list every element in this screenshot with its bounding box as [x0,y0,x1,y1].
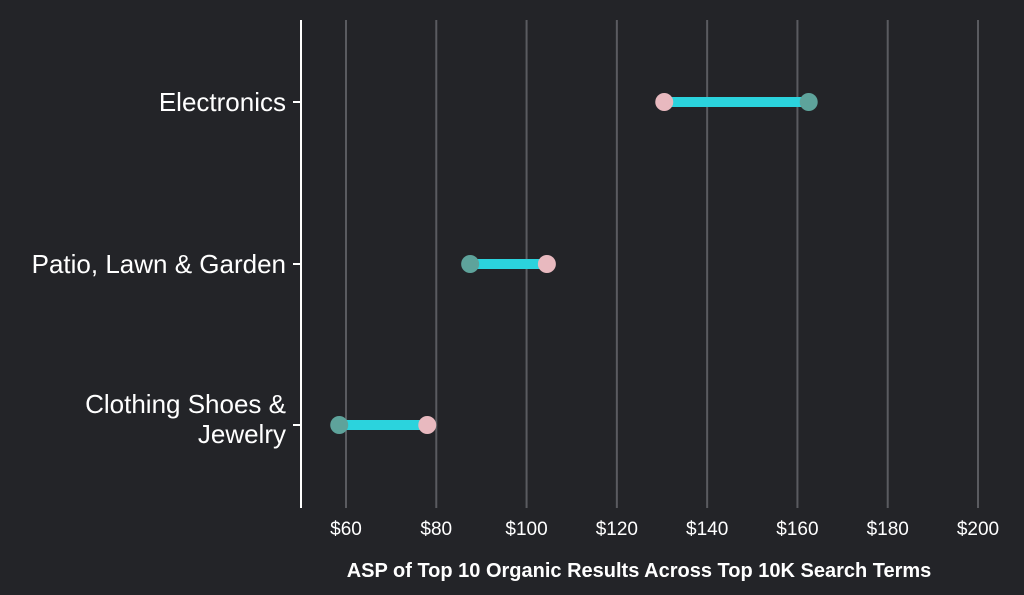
category-label-1: Patio, Lawn & Garden [32,249,286,279]
x-tick-label-140: $140 [686,519,728,540]
category-labels: Electronics Patio, Lawn & Garden Clothing … [32,87,286,449]
dumbbells [330,93,818,434]
x-tick-label-200: $200 [957,519,999,540]
dumbbell-end-point-0 [799,93,818,111]
x-tick-label-120: $120 [596,519,638,540]
x-tick-labels: $60 $80 $100 $120 $140 $160 $180 $200 [330,519,999,540]
category-label-line: Patio, Lawn & Garden [32,249,286,279]
dumbbell-end-point-2 [418,416,437,434]
y-axis [293,20,302,508]
x-tick-label-180: $180 [867,519,909,540]
dumbbell-start-point-1 [461,255,480,273]
x-tick-label-80: $80 [420,519,452,540]
x-tick-label-100: $100 [505,519,547,540]
category-label-line: Electronics [159,87,286,117]
dumbbell-end-point-1 [537,255,556,273]
category-label-0: Electronics [159,87,286,117]
category-label-line: Jewelry [198,419,286,449]
x-tick-label-60: $60 [330,519,362,540]
dumbbell-start-point-2 [330,416,349,434]
grid-lines [345,20,979,508]
dumbbell-start-point-0 [655,93,674,111]
category-label-2: Clothing Shoes & Jewelry [85,389,286,449]
x-axis-title: ASP of Top 10 Organic Results Across Top… [347,560,932,582]
category-label-line: Clothing Shoes & [85,389,286,419]
x-tick-label-160: $160 [776,519,818,540]
